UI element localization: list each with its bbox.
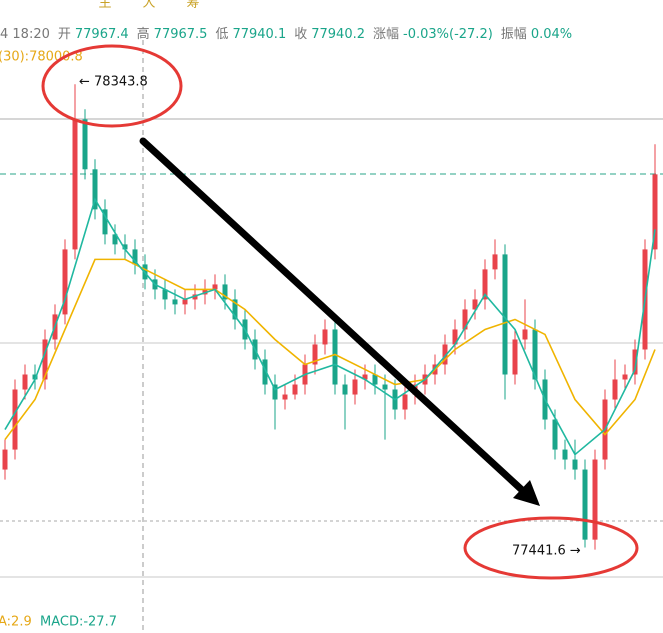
- candle-body: [72, 119, 78, 250]
- candle-body: [292, 384, 298, 395]
- candle-body: [282, 394, 288, 400]
- candle-body: [462, 309, 468, 330]
- candle-body: [382, 384, 388, 390]
- candle-body: [42, 339, 48, 380]
- indicator-macd: MACD:-27.7: [40, 615, 117, 630]
- header-value: -0.03%(-27.2): [403, 27, 493, 42]
- candle-body: [472, 299, 478, 310]
- arrow-head: [513, 480, 540, 506]
- ma-legend: (30):78000.8: [0, 50, 83, 65]
- candle-body: [612, 379, 618, 400]
- candle-body: [312, 344, 318, 365]
- header-value: 0.04%: [531, 27, 572, 42]
- candle-body: [352, 379, 358, 395]
- candle-body: [162, 289, 168, 300]
- candle-body: [492, 254, 498, 270]
- high-label: ← 78343.8: [79, 75, 148, 90]
- header-label: 涨幅: [373, 27, 399, 42]
- header-label: 开: [58, 27, 71, 42]
- candle-body: [232, 299, 238, 320]
- candle-body: [262, 359, 268, 385]
- candle-body: [622, 374, 628, 380]
- candle-body: [322, 329, 328, 345]
- candle-body: [192, 294, 198, 300]
- candle-body: [562, 449, 568, 460]
- candle-body: [102, 209, 108, 235]
- candle-body: [362, 374, 368, 380]
- candle-body: [652, 174, 658, 250]
- indicator-a: A:2.9: [0, 615, 32, 630]
- candle-body: [402, 394, 408, 410]
- candle-body: [332, 329, 338, 385]
- header-value: 77940.1: [232, 27, 286, 42]
- candle-body: [272, 384, 278, 400]
- toolbar-tab: 筹: [186, 0, 199, 11]
- candle-body: [512, 339, 518, 375]
- candle-body: [442, 344, 448, 365]
- candle-body: [572, 459, 578, 470]
- header-value: 77967.5: [154, 27, 208, 42]
- candle-body: [212, 284, 218, 290]
- candle-body: [342, 384, 348, 395]
- highlight-circle: [463, 516, 639, 580]
- candle-body: [122, 244, 128, 250]
- highlight-circle: [41, 44, 183, 128]
- header-value: 77940.2: [311, 27, 365, 42]
- toolbar-tab: 主: [98, 0, 111, 11]
- header-value: 77967.4: [75, 27, 129, 42]
- candle-body: [372, 374, 378, 385]
- candle-body: [482, 269, 488, 300]
- candle-body: [62, 249, 68, 315]
- candle-body: [22, 374, 28, 390]
- ohlc-header: 4 18:20 开 77967.4 高 77967.5 低 77940.1 收 77940.2 涨…: [0, 26, 572, 42]
- candle-body: [452, 329, 458, 345]
- candle-body: [132, 249, 138, 265]
- header-label: 高: [137, 26, 150, 42]
- plot: [2, 84, 658, 550]
- candle-body: [582, 469, 588, 540]
- header-time: 4 18:20: [0, 27, 50, 42]
- header-label: 振幅: [501, 27, 527, 42]
- candle-body: [172, 299, 178, 305]
- toolbar: 主大筹: [98, 0, 199, 11]
- moving-average: [4, 197, 656, 456]
- candle-body: [222, 284, 228, 300]
- candle-body: [112, 234, 118, 245]
- candle-body: [32, 374, 38, 380]
- candle-body: [2, 449, 8, 470]
- candle-body: [12, 389, 18, 450]
- low-label: 77441.6 →: [512, 544, 581, 559]
- candle-body: [532, 329, 538, 380]
- moving-average: [4, 258, 656, 441]
- candle-body: [502, 254, 508, 375]
- trend-arrow: [139, 137, 526, 494]
- candle-body: [522, 329, 528, 340]
- candle-body: [182, 299, 188, 305]
- candle-body: [592, 459, 598, 540]
- candle-body: [632, 349, 638, 375]
- header-label: 收: [294, 27, 307, 42]
- candle-body: [92, 169, 98, 210]
- toolbar-tab: 大: [142, 0, 155, 11]
- header-label: 低: [215, 27, 228, 42]
- candle-body: [552, 419, 558, 450]
- candle-body: [82, 119, 88, 170]
